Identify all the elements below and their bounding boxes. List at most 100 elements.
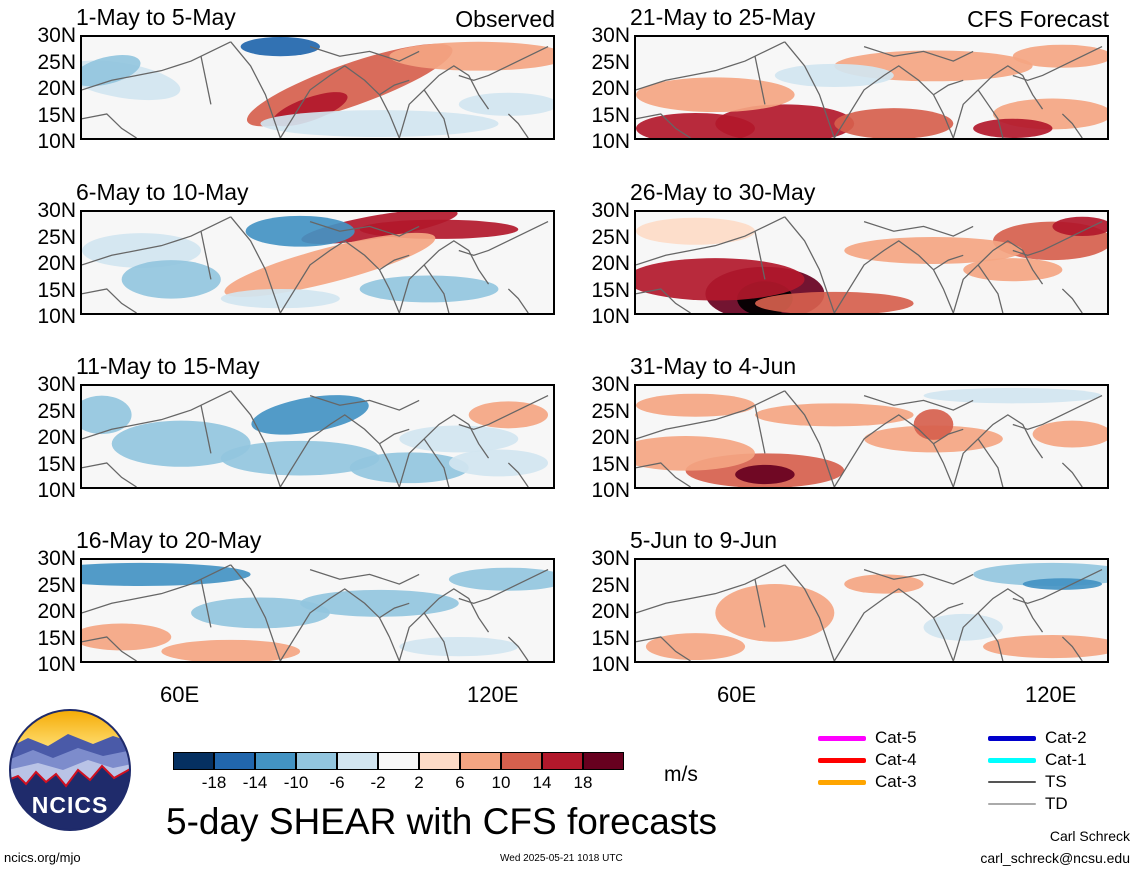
lat-label: 30N (37, 199, 76, 222)
coastline (833, 240, 954, 313)
coastline (398, 240, 490, 313)
shear-field (82, 560, 553, 661)
legend-label: Cat-5 (875, 728, 917, 747)
shear-blob (240, 37, 320, 57)
map-panel (634, 210, 1109, 315)
logo-text: NCICS (31, 792, 109, 818)
coastline (423, 264, 450, 313)
shear-blob (399, 425, 519, 453)
shear-field (82, 212, 553, 313)
shear-blob (1032, 420, 1107, 448)
coastline (863, 569, 974, 585)
shear-blob (82, 395, 132, 435)
colorbar-label: -18 (201, 773, 227, 792)
coastline (458, 395, 549, 430)
shear-blob (260, 110, 499, 138)
panel-title: 21-May to 25-May (630, 4, 816, 30)
coastline (636, 41, 786, 91)
coastline (458, 569, 549, 604)
coastline (952, 414, 1044, 487)
legend-line (818, 758, 866, 763)
coastline (230, 41, 281, 138)
colorbar-swatch (255, 752, 296, 770)
lat-label: 30N (591, 199, 630, 222)
legend-line (988, 803, 1036, 805)
coastline (82, 564, 232, 614)
shear-blob (973, 118, 1053, 138)
shear-blob (220, 288, 340, 309)
coastline (754, 56, 766, 105)
legend-label: TS (1045, 772, 1067, 791)
coastline (200, 56, 212, 105)
shear-blob (754, 403, 914, 427)
coastline (398, 414, 490, 487)
shear-blob (923, 387, 1103, 404)
shear-blob (735, 464, 795, 485)
lat-label: 10N (37, 130, 76, 153)
coastline (863, 221, 974, 237)
shear-field (82, 386, 553, 487)
coastline (423, 438, 450, 487)
lat-label: 30N (591, 373, 630, 396)
colorbar-label: -2 (370, 773, 386, 792)
panel-source-tag: Observed (455, 6, 555, 32)
lat-label: 25N (37, 50, 76, 74)
legend-label: Cat-2 (1045, 728, 1087, 747)
shear-blob (448, 449, 549, 477)
coastline (1061, 636, 1083, 661)
coastline (754, 579, 766, 628)
coastline (636, 462, 691, 487)
shear-blob (191, 597, 330, 629)
shear-blob (636, 393, 755, 417)
shear-blob (82, 562, 251, 586)
coastline (82, 288, 137, 313)
shear-blob (636, 217, 755, 245)
coastline (636, 288, 691, 313)
shear-blob (844, 237, 1023, 264)
lat-label: 20N (591, 426, 630, 449)
colorbar-label: 18 (573, 773, 593, 792)
coastline (952, 240, 1044, 313)
coastline (952, 65, 1044, 138)
coastline (309, 46, 420, 62)
coastline (952, 588, 1044, 661)
coastline (977, 89, 1004, 138)
coastline (230, 390, 281, 487)
panel-title: 16-May to 20-May (76, 527, 262, 553)
coastline (784, 41, 835, 138)
lat-label: 25N (591, 573, 630, 597)
coastline (1012, 395, 1103, 430)
lat-label: 10N (591, 653, 630, 676)
colorbar-swatch (583, 752, 624, 770)
coastline (230, 216, 281, 313)
legend-line (988, 781, 1036, 783)
shear-blob (636, 436, 755, 471)
lat-label: 10N (591, 479, 630, 502)
coastline (279, 588, 400, 661)
coastline (309, 569, 420, 585)
legend-line (988, 758, 1036, 763)
map-panel (634, 35, 1109, 140)
coastline (977, 612, 1004, 661)
lat-label: 10N (591, 130, 630, 153)
shear-blob (399, 636, 519, 657)
coastline (507, 636, 529, 661)
shear-blob (715, 104, 855, 138)
lat-label: 15N (37, 452, 76, 476)
coastline (200, 231, 212, 280)
colorbar-label: 14 (532, 773, 552, 792)
colorbar-label: 10 (491, 773, 511, 792)
shear-blob (636, 77, 795, 113)
lat-label: 30N (37, 547, 76, 570)
panel-title: 1-May to 5-May (76, 4, 236, 30)
lat-label: 20N (37, 77, 76, 100)
lat-label: 30N (591, 24, 630, 47)
coastline (200, 579, 212, 628)
lat-label: 25N (37, 225, 76, 249)
lat-label: 15N (591, 278, 630, 302)
coastline (82, 636, 137, 661)
panel-title: 26-May to 30-May (630, 179, 816, 205)
lon-label: 60E (717, 682, 757, 707)
coastline (309, 395, 420, 411)
panel-title: 5-Jun to 9-Jun (630, 527, 778, 553)
